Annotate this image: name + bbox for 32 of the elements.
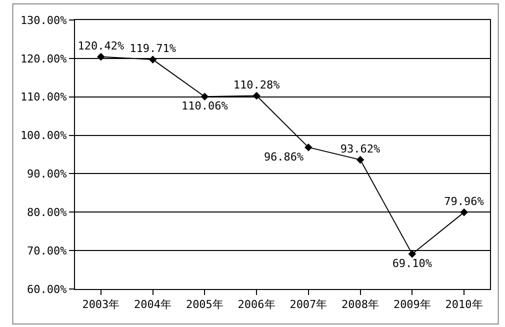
point <box>460 208 468 216</box>
data-label: 119.71% <box>130 42 176 56</box>
data-label: 110.06% <box>182 100 228 113</box>
y-tick-label: 130.00% <box>20 14 68 27</box>
data-label: 120.42% <box>78 39 124 52</box>
y-tick-label: 120.00% <box>20 52 68 66</box>
y-tick-label: 80.00% <box>27 206 68 219</box>
x-tick-label: 2005年 <box>186 298 224 312</box>
x-tick-label: 2007年 <box>290 298 328 312</box>
y-tick-label: 90.00% <box>27 168 68 181</box>
data-label: 93.62% <box>340 142 381 156</box>
point <box>408 250 416 258</box>
point <box>97 52 105 61</box>
data-label: 110.28% <box>233 78 280 92</box>
x-tick-label: 2010年 <box>445 298 483 312</box>
point <box>304 143 312 152</box>
data-label: 96.86% <box>264 150 304 164</box>
x-tick-label: 2003年 <box>82 298 120 312</box>
x-tick-label: 2006年 <box>238 298 276 312</box>
x-tick-label: 2009年 <box>393 298 431 312</box>
x-tick-label: 2008年 <box>342 298 380 312</box>
point <box>356 156 364 164</box>
point <box>252 92 260 100</box>
y-tick-label: 60.00% <box>27 282 68 296</box>
data-label: 79.96% <box>444 194 484 208</box>
y-tick-label: 100.00% <box>20 129 68 142</box>
x-tick-label: 2004年 <box>134 298 172 312</box>
point <box>148 56 157 64</box>
data-label: 69.10% <box>392 257 432 270</box>
y-tick-label: 110.00% <box>20 90 68 104</box>
point <box>200 92 209 101</box>
y-tick-label: 70.00% <box>27 244 68 258</box>
